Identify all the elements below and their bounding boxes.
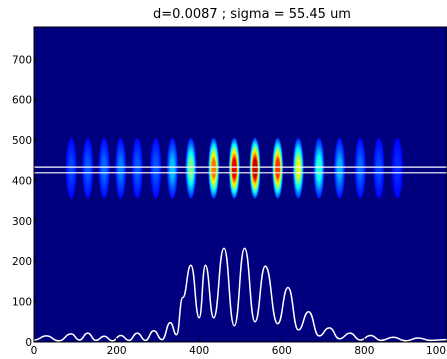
x-tick-label-200: 200: [107, 345, 127, 357]
fringe-10: [249, 138, 261, 199]
fringe-7: [185, 138, 197, 199]
fringe-2: [98, 138, 110, 199]
y-tick-label-200: 200: [12, 256, 32, 268]
y-tick-label-100: 100: [12, 297, 32, 309]
fringe-6: [167, 138, 178, 199]
intensity-profile-line: [34, 247, 447, 342]
plot-frame: [33, 26, 447, 343]
fringe-8: [208, 138, 220, 199]
y-tick-label-700: 700: [12, 54, 32, 66]
fringe-15: [354, 138, 366, 199]
x-tick-label-800: 800: [354, 345, 374, 357]
fringe-9: [228, 138, 240, 199]
y-tick-label-0: 0: [25, 337, 32, 349]
x-axis: 0 200 400 600 800 100: [31, 338, 447, 357]
y-tick-label-400: 400: [12, 176, 32, 188]
x-tick-label-1000: 100: [426, 345, 446, 357]
y-axis: 0 100 200 300 400 500 600 700: [12, 54, 38, 349]
y-tick-label-300: 300: [12, 216, 32, 228]
plot-background: [34, 27, 447, 342]
fringe-4: [131, 138, 143, 199]
fringe-0: [65, 138, 77, 199]
fringe-14: [334, 138, 345, 199]
fringe-17: [392, 138, 403, 199]
fringe-13: [313, 138, 325, 199]
horizontal-band: [34, 166, 447, 174]
fringe-1: [82, 138, 94, 199]
fringe-12: [292, 138, 304, 199]
fringe-11: [272, 138, 284, 199]
fringe-layer: [65, 138, 403, 199]
x-tick-label-400: 400: [189, 345, 209, 357]
y-tick-label-600: 600: [12, 95, 32, 107]
fringe-16: [373, 138, 385, 199]
fringe-3: [115, 138, 127, 199]
fringe-5: [150, 138, 162, 199]
x-tick-label-0: 0: [31, 345, 38, 357]
x-tick-label-600: 600: [272, 345, 292, 357]
chart-title: d=0.0087 ; sigma = 55.45 um: [153, 7, 351, 22]
y-tick-label-500: 500: [12, 135, 32, 147]
